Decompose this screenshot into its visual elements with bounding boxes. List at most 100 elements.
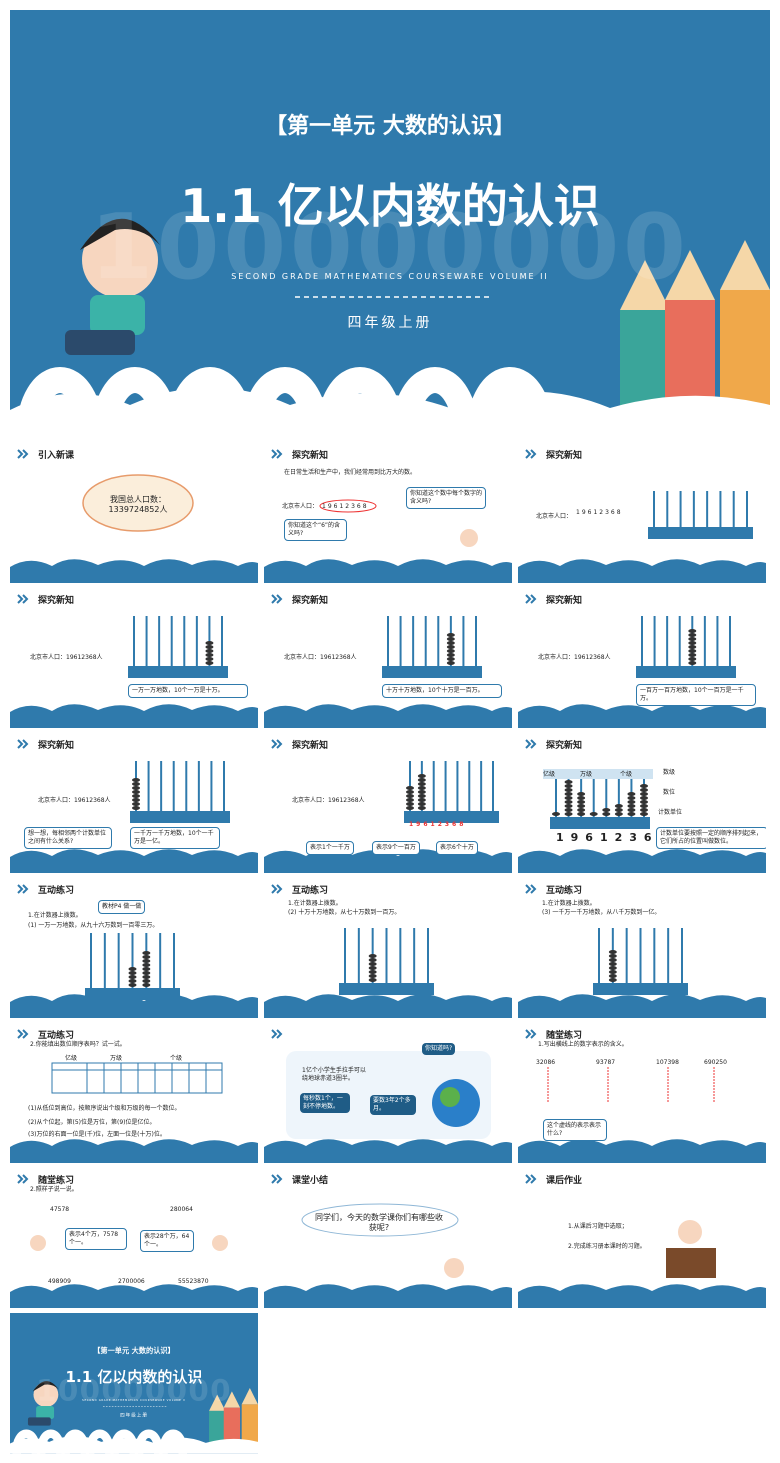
shape (10, 559, 258, 583)
slide-text: 19612368 (556, 831, 674, 844)
shape (142, 983, 151, 987)
shape (620, 260, 670, 310)
slide-text: 北京市人口： (282, 503, 319, 510)
shape (271, 1029, 283, 1039)
slide-text: 万级 (110, 1055, 123, 1062)
shape (640, 796, 648, 800)
shape (688, 657, 697, 661)
shape (665, 250, 715, 300)
shape (648, 527, 753, 539)
shape (417, 798, 426, 802)
shape (90, 295, 145, 335)
shape (720, 240, 770, 290)
shape (417, 790, 426, 794)
main-title: 1.1 亿以内数的认识 (65, 1368, 203, 1386)
shape (301, 1203, 459, 1237)
shape (525, 884, 537, 894)
shape (417, 802, 426, 806)
shape (368, 978, 377, 982)
slide-text: 498909 (48, 1278, 71, 1285)
decoration (10, 594, 258, 728)
shape (33, 1382, 59, 1407)
slide-text: 在日常生活和生产中，我们经常用到比万大的数。 (284, 469, 417, 476)
shape (85, 988, 180, 1000)
slide-text: 2700006 (118, 1278, 145, 1285)
shape (564, 808, 573, 812)
shape (608, 966, 617, 970)
shape (525, 1174, 537, 1184)
shape (65, 330, 135, 355)
unit-title: 【第一单元 大数的认识】 (265, 114, 515, 139)
subtitle: SECOND GRADE MATHEMATICS COURSEWARE VOLU… (231, 272, 549, 281)
shape (444, 1258, 464, 1278)
slide-text: 55523870 (178, 1278, 209, 1285)
shape (10, 849, 258, 873)
slide-text: 1亿个小学生手拉手可以绕地球赤道3圈半。 (302, 1067, 366, 1082)
shape (614, 812, 623, 816)
cover-thumbnail: 100000000 【第一单元 大数的认识】 1.1 亿以内数的认识 SECOND G… (10, 1313, 258, 1458)
shape (417, 806, 426, 810)
slide-text: 1.在计数器上拨数。 (288, 900, 342, 907)
slide-title: 互动练习 (546, 886, 583, 896)
subtitle: SECOND GRADE MATHEMATICS COURSEWARE VOLU… (82, 1398, 186, 1402)
slide-text: 亿级 (65, 1055, 78, 1062)
decoration (518, 884, 766, 1018)
shape (10, 994, 258, 1018)
shape (564, 792, 573, 796)
shape (446, 633, 455, 637)
shape (142, 967, 151, 971)
shape (128, 967, 137, 971)
shape (608, 978, 617, 982)
slide-text: 这个虚线的表示表示什么? (543, 1119, 607, 1141)
shape (577, 812, 586, 816)
shape (564, 804, 573, 808)
hero: 100000000 【第一单元 大数的认识】 1.1 亿以内数的认识 SECOND G… (10, 10, 770, 440)
shape (10, 704, 258, 728)
shape (339, 983, 434, 995)
shape (17, 739, 29, 749)
slide-text: 一千万一千万地数，10个一千万是一亿。 (130, 827, 220, 849)
shape (368, 962, 377, 966)
shape (417, 786, 426, 790)
slide: 探究新知 北京市人口：19612368人 一万一万地数，10个一万是十万。 (10, 588, 258, 728)
shape (688, 633, 697, 637)
shape (640, 812, 648, 816)
shape (17, 884, 29, 894)
slide-text: 1.从课后习题中选取； (568, 1223, 628, 1230)
decoration (264, 739, 512, 873)
slide-text: 107398 (656, 1059, 679, 1066)
slide-text: (3)万位的右面一位是(千)位，左面一位是(十万)位。 (28, 1131, 166, 1138)
shape (128, 971, 137, 975)
shape (10, 1139, 258, 1163)
slide-text: 同学们，今天的数学课你们有哪些收获呢? (315, 1213, 443, 1233)
shape (627, 796, 636, 800)
slide-title: 探究新知 (292, 596, 329, 606)
shape (577, 796, 586, 800)
shape (577, 808, 586, 812)
shape (368, 966, 377, 970)
shape (264, 994, 512, 1018)
cover-slide: 100000000 【第一单元 大数的认识】 1.1 亿以内数的认识 SECOND G… (10, 1313, 258, 1454)
slide-text: 计数单位要按照一定的顺序排列起来，它们所占的位置叫做数位。 (656, 827, 766, 849)
slide-text: 表示28个万，64个一。 (140, 1230, 194, 1252)
shape (132, 778, 140, 782)
slide-text: 亿级 (543, 771, 556, 778)
shape (271, 739, 283, 749)
slide-text: 计数单位 (658, 809, 683, 816)
shape (688, 629, 697, 633)
shape (142, 963, 151, 967)
decoration (264, 1174, 512, 1308)
shape (577, 792, 586, 796)
shape (132, 798, 140, 802)
shape (518, 994, 766, 1018)
shape (417, 782, 426, 786)
slide-title: 探究新知 (546, 741, 583, 751)
slide-text: 一百万一百万地数，10个一百万是一千万。 (636, 684, 756, 706)
shape (666, 1248, 716, 1278)
shape (271, 1174, 283, 1184)
shape (525, 594, 537, 604)
shape (80, 218, 160, 250)
grade: 四年级上册 (347, 315, 433, 331)
slide-title: 探究新知 (546, 596, 583, 606)
